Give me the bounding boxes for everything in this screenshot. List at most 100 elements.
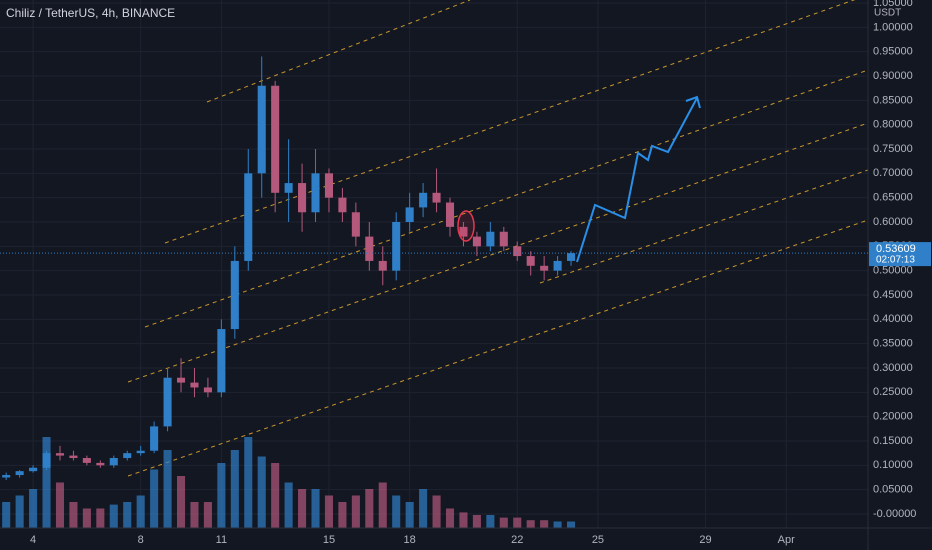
- volume-bar: [271, 463, 280, 528]
- x-tick-label: 22: [511, 534, 523, 546]
- candle-body: [163, 377, 172, 427]
- candle-body: [513, 246, 522, 257]
- volume-bar: [190, 502, 199, 528]
- channel-lines: [127, 0, 869, 477]
- y-tick-label: 0.65000: [873, 192, 913, 204]
- volume-bar: [419, 489, 428, 528]
- candle-body: [190, 382, 199, 388]
- y-tick-label: 0.80000: [873, 119, 913, 131]
- candle-body: [217, 329, 226, 393]
- y-tick-label: 0.30000: [873, 362, 913, 374]
- candle-body: [365, 236, 374, 261]
- candle-body: [109, 458, 118, 466]
- y-tick-label: 0.70000: [873, 167, 913, 179]
- y-tick-label: 0.25000: [873, 386, 913, 398]
- volume-bar: [136, 495, 145, 528]
- candle-body: [338, 197, 347, 213]
- volume-bar: [29, 489, 38, 528]
- volume-bar: [123, 502, 132, 528]
- currency-label: USDT: [874, 8, 901, 19]
- candle-body: [405, 207, 414, 223]
- x-tick-label: 25: [592, 534, 604, 546]
- grid: [0, 0, 868, 528]
- y-tick-label: 0.35000: [873, 338, 913, 350]
- y-tick-label: 0.20000: [873, 411, 913, 423]
- candle-body: [55, 453, 65, 456]
- x-tick-label: Apr: [778, 534, 795, 546]
- channel-line: [206, 0, 471, 103]
- candle-body: [486, 231, 495, 247]
- volume-bar: [257, 456, 266, 528]
- last-price-box: [869, 242, 931, 267]
- y-tick-label: 0.05000: [873, 484, 913, 496]
- candle-body: [324, 173, 333, 198]
- candles: [2, 56, 576, 480]
- volume-bar: [55, 482, 65, 528]
- y-tick-label: 1.05000: [873, 0, 913, 9]
- volume-bar: [203, 502, 212, 528]
- candle-body: [136, 450, 145, 454]
- volume-bar: [445, 508, 455, 528]
- volume-bar: [553, 521, 562, 528]
- candle-body: [553, 260, 562, 271]
- x-tick-label: 11: [216, 534, 227, 546]
- volume-bar: [244, 437, 253, 528]
- y-tick-label: 0.45000: [873, 289, 913, 301]
- volume-bar: [378, 482, 387, 528]
- candle-body: [392, 222, 401, 271]
- candle-body: [176, 377, 186, 383]
- y-tick-label: 0.15000: [873, 435, 913, 447]
- candle-body: [15, 471, 24, 476]
- candle-body: [432, 192, 441, 203]
- volume-bar: [392, 495, 401, 528]
- candle-body: [29, 467, 38, 472]
- volume-bar: [150, 469, 159, 528]
- projection-arrow: [685, 95, 701, 109]
- volume-bar: [109, 504, 118, 528]
- y-tick-label: 0.10000: [873, 459, 913, 471]
- candle-body: [419, 192, 428, 208]
- volume-bar: [69, 502, 78, 528]
- y-tick-label: 0.60000: [873, 216, 913, 228]
- volume-bar: [405, 502, 414, 528]
- last-price-label: 0.53609: [876, 243, 916, 255]
- y-tick-label: 0.50000: [873, 265, 913, 277]
- candle-body: [351, 212, 360, 237]
- candle-body: [378, 260, 387, 271]
- channel-line: [539, 169, 869, 284]
- projection-path: [576, 97, 698, 263]
- volume-bar: [163, 450, 172, 528]
- candle-body: [567, 253, 576, 261]
- candle-body: [230, 260, 239, 330]
- candle-body: [150, 426, 159, 451]
- x-tick-label: 15: [323, 534, 335, 546]
- channel-line: [127, 122, 869, 383]
- candle-body: [123, 453, 132, 459]
- candle-body: [42, 453, 51, 468]
- y-tick-label: 0.75000: [873, 143, 913, 155]
- volume-bar: [513, 517, 522, 528]
- x-tick-label: 29: [699, 534, 711, 546]
- candle-body: [298, 183, 307, 213]
- y-tick-label: 0.95000: [873, 46, 913, 58]
- candle-body: [2, 475, 11, 478]
- candle-body: [257, 85, 266, 174]
- candle-body: [271, 85, 280, 193]
- volume-bar: [2, 502, 11, 528]
- volume-bar: [82, 508, 91, 528]
- volume-bar: [96, 508, 105, 528]
- volume: [2, 437, 576, 528]
- y-tick-label: 0.40000: [873, 313, 913, 325]
- candle-body: [459, 226, 468, 237]
- candle-body: [540, 265, 549, 271]
- candle-body: [96, 462, 105, 466]
- candle-body: [69, 455, 78, 459]
- candle-body: [526, 256, 535, 266]
- volume-bar: [459, 512, 468, 528]
- y-tick-label: 0.85000: [873, 94, 913, 106]
- candle-body: [203, 387, 212, 393]
- volume-bar: [567, 521, 576, 528]
